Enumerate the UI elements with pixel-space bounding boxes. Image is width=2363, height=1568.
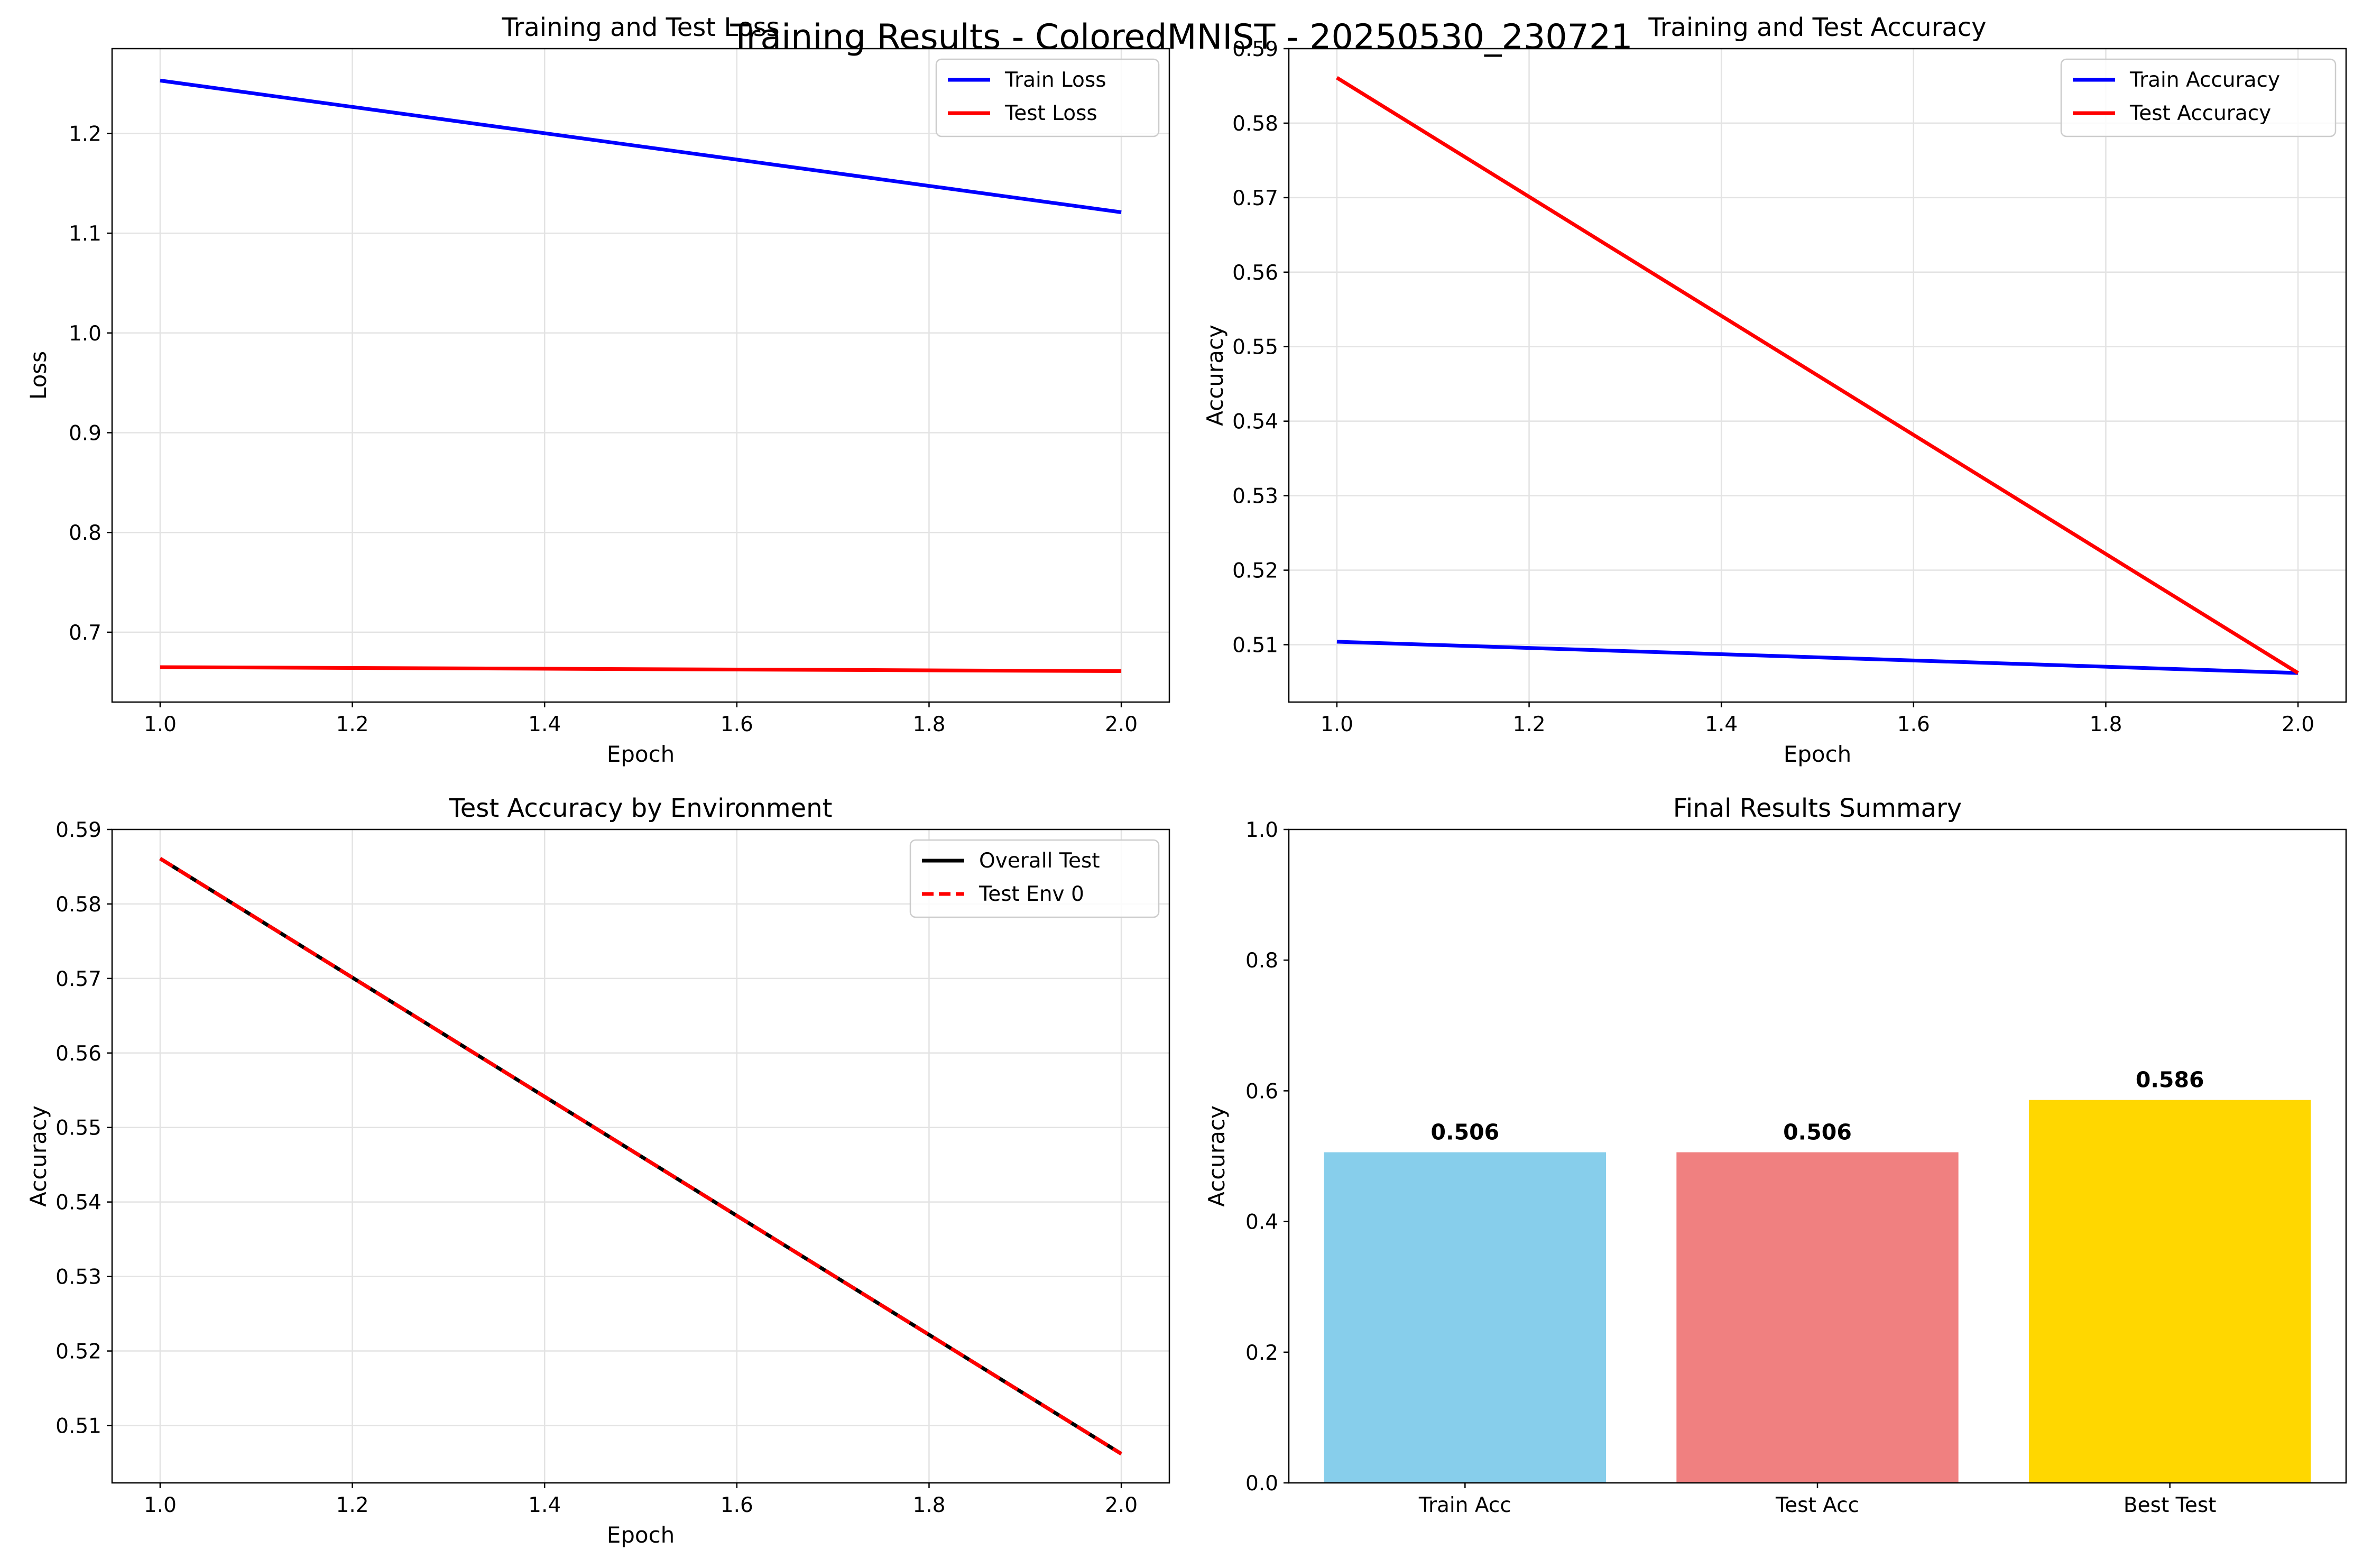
x-tick-label: 1.6 xyxy=(721,1493,753,1517)
x-tick-label: 1.2 xyxy=(336,713,369,736)
y-tick-label: 0.59 xyxy=(1232,38,1278,61)
chart-title: Training and Test Accuracy xyxy=(1648,13,1986,42)
series-line-train-accuracy xyxy=(1336,640,2299,675)
series-line-train-loss xyxy=(160,78,1122,214)
y-tick-label: 1.0 xyxy=(1245,818,1278,842)
x-tick-label: 1.0 xyxy=(144,1493,177,1517)
x-tick-label: 1.4 xyxy=(528,713,561,736)
y-axis-label: Accuracy xyxy=(1202,325,1228,426)
y-tick-label: 0.53 xyxy=(56,1266,101,1289)
axes-frame xyxy=(1288,48,2347,703)
y-tick-label: 0.57 xyxy=(56,967,101,991)
y-axis-label: Accuracy xyxy=(1204,1105,1230,1207)
x-tick-label: 1.6 xyxy=(721,713,753,736)
y-tick-label: 0.52 xyxy=(56,1340,101,1364)
x-axis-label: Epoch xyxy=(1784,741,1852,767)
x-tick-label: 2.0 xyxy=(2282,713,2314,736)
x-tick-label: 1.0 xyxy=(144,713,177,736)
axes-frame xyxy=(111,828,1170,1484)
y-tick-label: 0.4 xyxy=(1245,1211,1278,1234)
series-line-test-accuracy xyxy=(1336,76,2299,675)
legend-box xyxy=(2060,58,2337,137)
legend-box xyxy=(935,58,1160,137)
x-tick-label: 2.0 xyxy=(1105,1493,1138,1517)
y-tick-label: 0.8 xyxy=(69,521,101,545)
bar-value-label: 0.506 xyxy=(1783,1120,1852,1145)
x-tick-label: 1.8 xyxy=(912,1493,945,1517)
y-tick-label: 1.0 xyxy=(69,322,101,346)
y-tick-label: 0.55 xyxy=(56,1117,101,1140)
bar-best-test xyxy=(2029,1100,2311,1483)
y-tick-label: 0.6 xyxy=(1245,1080,1278,1103)
chart-panel-2: 1.0 1.2 1.4 1.6 1.8 2.0 0.51 0.52 0.53 0.54 0.55 0.… xyxy=(1202,13,2347,767)
bar-value-label: 0.506 xyxy=(1430,1120,1499,1145)
y-tick-label: 0.58 xyxy=(1232,112,1278,136)
y-tick-label: 0.0 xyxy=(1245,1472,1278,1496)
y-tick-label: 0.54 xyxy=(1232,410,1278,434)
x-tick-label: Best Test xyxy=(2124,1493,2217,1517)
series-line-test-loss xyxy=(160,665,1122,674)
chart-panel-3: 1.0 1.2 1.4 1.6 1.8 2.0 0.51 0.52 0.53 0.54 0.55 0.… xyxy=(25,794,1170,1548)
y-tick-label: 0.8 xyxy=(1245,949,1278,973)
y-axis-label: Loss xyxy=(25,351,51,400)
bar-test-acc xyxy=(1676,1152,1959,1483)
y-tick-label: 0.51 xyxy=(1232,633,1278,657)
y-tick-label: 0.9 xyxy=(69,422,101,446)
x-tick-label: Test Acc xyxy=(1775,1493,1859,1517)
legend-entry-label: Test Accuracy xyxy=(2129,102,2271,125)
y-tick-label: 0.51 xyxy=(56,1414,101,1438)
x-tick-label: 1.8 xyxy=(2089,713,2122,736)
y-tick-label: 0.59 xyxy=(56,818,101,842)
legend-entry-label: Train Accuracy xyxy=(2129,68,2280,92)
chart-panel-1: 1.0 1.2 1.4 1.6 1.8 2.0 0.7 0.8 0.9 1.0 1.1 1.2 Trai… xyxy=(25,13,1170,767)
x-tick-label: 2.0 xyxy=(1105,713,1138,736)
x-tick-label: 1.6 xyxy=(1897,713,1930,736)
legend: Overall Test Test Env 0 xyxy=(909,839,1160,918)
x-axis-label: Epoch xyxy=(607,1522,675,1548)
legend: Train Accuracy Test Accuracy xyxy=(2060,58,2337,137)
chart-title: Final Results Summary xyxy=(1673,794,1962,823)
x-tick-label: 1.4 xyxy=(528,1493,561,1517)
y-tick-label: 0.7 xyxy=(69,621,101,645)
bar-value-label: 0.586 xyxy=(2136,1067,2204,1093)
legend-entry-label: Test Env 0 xyxy=(979,882,1084,906)
y-tick-label: 1.2 xyxy=(69,122,101,146)
y-tick-label: 0.52 xyxy=(1232,559,1278,583)
y-tick-label: 0.55 xyxy=(1232,336,1278,359)
x-tick-label: 1.4 xyxy=(1705,713,1738,736)
chart-title: Test Accuracy by Environment xyxy=(449,794,833,823)
x-tick-label: 1.0 xyxy=(1321,713,1353,736)
y-tick-label: 0.54 xyxy=(56,1191,101,1215)
figure-title: Training Results - ColoredMNIST - 202505… xyxy=(730,17,1632,57)
legend-box xyxy=(909,839,1160,918)
y-tick-label: 0.57 xyxy=(1232,187,1278,210)
y-tick-label: 0.2 xyxy=(1245,1341,1278,1365)
axes-frame xyxy=(111,48,1170,703)
x-tick-label: 1.2 xyxy=(1513,713,1546,736)
legend: Train Loss Test Loss xyxy=(935,58,1160,137)
bar-train-acc xyxy=(1324,1152,1606,1483)
y-axis-label: Accuracy xyxy=(25,1105,51,1207)
y-tick-label: 0.56 xyxy=(56,1042,101,1066)
y-tick-label: 0.53 xyxy=(1232,485,1278,509)
chart-panel-4: 0.506 0.506 0.586 Train Acc Test Acc Best Tes… xyxy=(1204,794,2347,1517)
series-line-test-env-0 xyxy=(159,856,1122,1456)
x-tick-label: 1.8 xyxy=(912,713,945,736)
legend-entry-label: Overall Test xyxy=(979,849,1100,873)
x-tick-label: 1.2 xyxy=(336,1493,369,1517)
chart-title: Training and Test Loss xyxy=(501,13,779,42)
y-tick-label: 0.56 xyxy=(1232,261,1278,285)
x-axis-label: Epoch xyxy=(607,741,675,767)
y-tick-label: 1.1 xyxy=(69,222,101,246)
legend-entry-label: Test Loss xyxy=(1004,102,1097,125)
x-tick-label: Train Acc xyxy=(1418,1493,1511,1517)
legend-entry-label: Train Loss xyxy=(1004,68,1106,92)
y-tick-label: 0.58 xyxy=(56,893,101,917)
